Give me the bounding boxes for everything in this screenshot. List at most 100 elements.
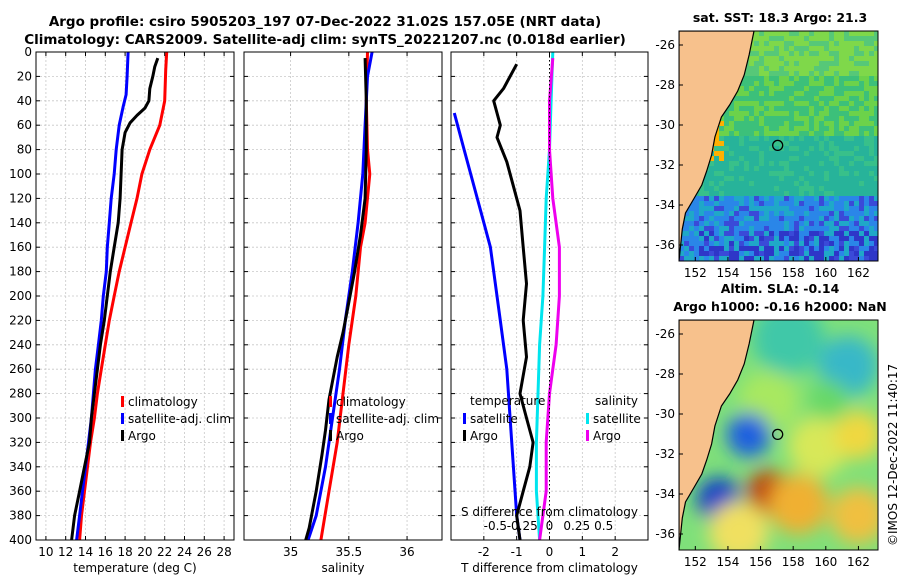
sst-cell [859,126,864,131]
sst-cell [784,186,789,191]
sst-cell [844,251,849,256]
sst-lat-label: -32 [655,158,675,172]
sst-cell [854,221,859,226]
sst-cell [829,241,834,246]
sst-cell [789,31,794,36]
sst-cell [779,71,784,76]
sst-cell [704,231,709,236]
sst-cell [759,156,764,161]
sst-cell [834,186,839,191]
sst-cell [744,141,749,146]
sst-cell [829,71,834,76]
sst-cell [739,176,744,181]
sst-cell [789,186,794,191]
sst-cell [764,201,769,206]
sst-cell [714,206,719,211]
sst-cell [864,126,869,131]
sst-cell [849,201,854,206]
sst-cell [859,216,864,221]
sst-cell [769,211,774,216]
sst-cell [869,191,874,196]
sst-cell [839,196,844,201]
sst-cell [809,31,814,36]
sst-cell [839,111,844,116]
sst-cell [814,101,819,106]
sst-cell [824,226,829,231]
sst-cell [789,151,794,156]
sst-cell [824,41,829,46]
sst-cell [869,181,874,186]
sst-cell [874,96,878,101]
sst-cell [784,81,789,86]
sst-cell [769,71,774,76]
sst-cell [769,66,774,71]
sst-cell [779,246,784,251]
sst-cell [779,136,784,141]
sst-cell [854,166,859,171]
sst-cell [794,126,799,131]
sst-cell [849,246,854,251]
sst-cell [859,121,864,126]
sst-cell [759,36,764,41]
sst-cell [719,191,724,196]
sst-cell [719,141,724,146]
sst-cell [874,181,878,186]
sst-cell [849,181,854,186]
sst-cell [834,66,839,71]
sst-cell [859,71,864,76]
sst-cell [799,161,804,166]
sst-cell [804,226,809,231]
sst-cell [814,211,819,216]
sst-cell [714,241,719,246]
sst-cell [724,176,729,181]
sst-cell [709,206,714,211]
sst-cell [764,156,769,161]
sst-cell [744,71,749,76]
sst-cell [794,231,799,236]
sst-cell [744,116,749,121]
sst-cell [759,141,764,146]
sst-cell [834,46,839,51]
sst-cell [794,196,799,201]
sst-cell [844,216,849,221]
x-tick-label: 18 [117,545,132,559]
sst-cell [829,151,834,156]
sst-cell [754,256,759,261]
sst-cell [819,81,824,86]
sst-cell [784,151,789,156]
sst-cell [869,51,874,56]
sst-cell [734,196,739,201]
sst-cell [744,91,749,96]
sst-cell [754,191,759,196]
sst-cell [724,171,729,176]
sst-cell [834,251,839,256]
sst-cell [854,251,859,256]
sst-cell [694,216,699,221]
sst-cell [774,111,779,116]
sst-cell [794,51,799,56]
sst-cell [764,66,769,71]
sst-cell [844,131,849,136]
sst-cell [789,256,794,261]
sst-cell [819,221,824,226]
sst-cell [814,111,819,116]
sst-cell [749,131,754,136]
sst-cell [829,51,834,56]
sst-cell [844,226,849,231]
sst-cell [759,61,764,66]
sst-cell [729,246,734,251]
sst-cell [819,186,824,191]
sst-cell [769,146,774,151]
sst-cell [824,241,829,246]
sst-cell [874,251,878,256]
sst-cell [749,76,754,81]
sst-cell [869,196,874,201]
sst-cell [809,106,814,111]
sst-cell [794,96,799,101]
sst-cell [769,96,774,101]
sst-cell [874,176,878,181]
sst-cell [774,136,779,141]
sst-cell [744,131,749,136]
sst-cell [864,91,869,96]
sst-cell [719,256,724,261]
